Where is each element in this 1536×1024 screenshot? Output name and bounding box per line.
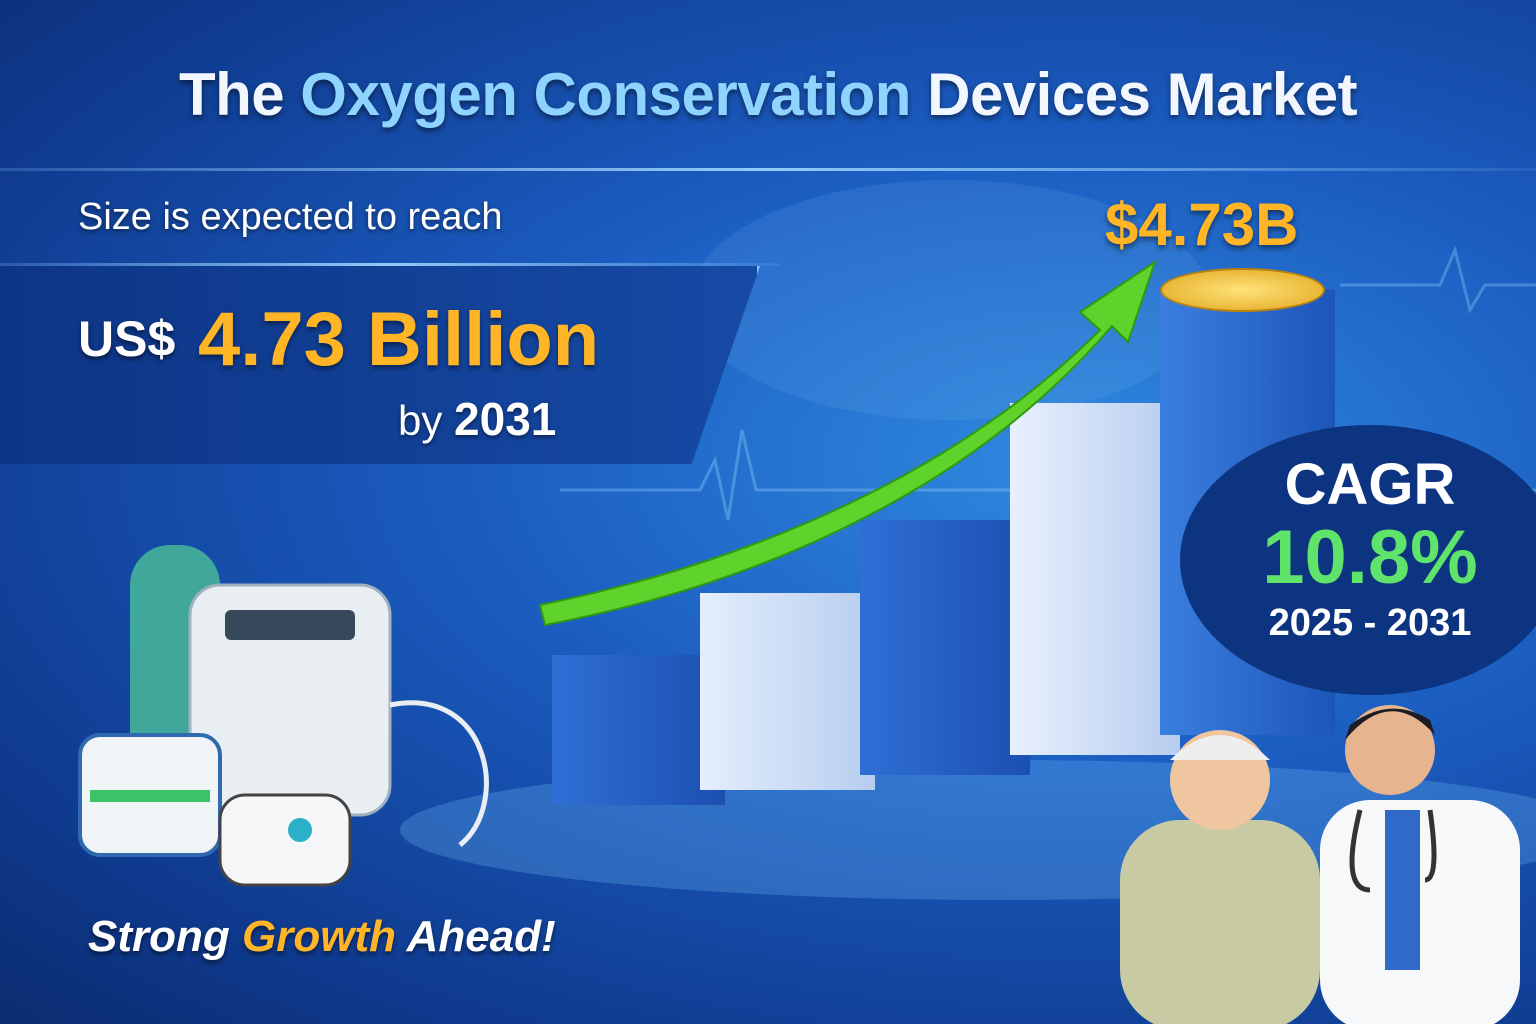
tagline: Strong Growth Ahead! xyxy=(88,912,556,962)
oxygen-tubing xyxy=(389,700,489,847)
pulse-oximeter-icon xyxy=(218,793,352,887)
concentrator-display xyxy=(225,610,355,640)
tagline-part: Strong xyxy=(88,912,230,961)
cagr-label: CAGR xyxy=(1284,452,1456,517)
portable-unit-stripe xyxy=(90,790,210,802)
heartbeat-line-icon xyxy=(560,429,1536,521)
currency-label: US$ xyxy=(78,311,176,367)
market-banner xyxy=(0,266,760,464)
title-highlight: Oxygen Conservation xyxy=(300,61,911,128)
heartbeat-line-icon xyxy=(1340,245,1536,314)
cagr-badge: CAGR 10.8% 2025 - 2031 xyxy=(1180,425,1536,695)
growth-bar-3 xyxy=(860,520,1030,775)
tagline-highlight: Growth xyxy=(242,912,396,961)
market-value: 4.73 Billion xyxy=(198,297,600,382)
cagr-value: 10.8% xyxy=(1262,515,1478,600)
year-value: 2031 xyxy=(454,393,557,445)
patient-body xyxy=(1120,820,1320,1024)
divider xyxy=(0,263,780,266)
subtitle: Size is expected to reach xyxy=(78,196,503,238)
doctor-tie xyxy=(1385,810,1420,970)
by-label: by xyxy=(398,397,443,444)
bar-value-label: $4.73B xyxy=(1105,191,1299,258)
gold-coin-icon xyxy=(1160,268,1325,312)
divider xyxy=(0,168,1536,171)
title-part: Devices Market xyxy=(927,61,1358,128)
growth-bar-2 xyxy=(700,593,875,790)
growth-arrow-shape xyxy=(538,259,1157,627)
oximeter-button xyxy=(288,818,312,842)
target-year: by 2031 xyxy=(398,392,556,446)
oxygen-devices-illustration xyxy=(78,545,489,887)
page-title: The Oxygen Conservation Devices Market xyxy=(0,60,1536,129)
title-part: The xyxy=(178,61,285,128)
cagr-period: 2025 - 2031 xyxy=(1268,602,1472,644)
tagline-part: Ahead! xyxy=(406,912,556,961)
stethoscope-icon xyxy=(1349,809,1437,893)
patient-hair xyxy=(1170,735,1270,760)
doctor-patient-illustration xyxy=(1120,705,1520,1024)
growth-bar-4 xyxy=(1010,403,1180,755)
growth-bar-1 xyxy=(552,655,725,805)
doctor-hair xyxy=(1345,708,1435,740)
doctor-head xyxy=(1345,705,1435,795)
